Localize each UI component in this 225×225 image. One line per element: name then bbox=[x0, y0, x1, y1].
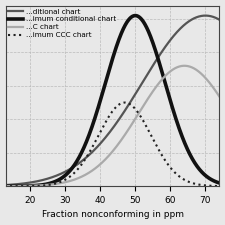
...imum conditional chart bbox=[175, 118, 178, 121]
...C chart bbox=[146, 99, 148, 102]
...C chart bbox=[8, 185, 11, 187]
...imum CCC chart bbox=[124, 101, 126, 104]
...ditional chart bbox=[175, 32, 177, 35]
...imum conditional chart bbox=[146, 27, 148, 30]
...imum CCC chart bbox=[133, 106, 135, 109]
Line: ...imum CCC chart: ...imum CCC chart bbox=[0, 103, 225, 186]
Line: ...ditional chart: ...ditional chart bbox=[0, 16, 225, 185]
...imum CCC chart bbox=[146, 127, 148, 129]
...imum CCC chart bbox=[199, 184, 202, 186]
...ditional chart bbox=[8, 183, 11, 186]
...ditional chart bbox=[138, 86, 141, 88]
Legend: ...ditional chart, ...imum conditional chart, ...C chart, ...imum CCC chart: ...ditional chart, ...imum conditional c… bbox=[8, 8, 117, 39]
...imum conditional chart bbox=[132, 15, 135, 17]
X-axis label: Fraction nonconforming in ppm: Fraction nonconforming in ppm bbox=[41, 210, 184, 219]
...imum conditional chart bbox=[199, 169, 202, 172]
...ditional chart bbox=[132, 96, 135, 98]
...imum CCC chart bbox=[175, 172, 178, 175]
...imum conditional chart bbox=[8, 185, 11, 187]
...C chart bbox=[183, 64, 186, 67]
Line: ...C chart: ...C chart bbox=[0, 66, 225, 186]
...ditional chart bbox=[199, 15, 202, 18]
...imum CCC chart bbox=[8, 185, 11, 187]
...imum CCC chart bbox=[139, 114, 142, 117]
...C chart bbox=[132, 120, 135, 123]
Line: ...imum conditional chart: ...imum conditional chart bbox=[0, 16, 225, 186]
...C chart bbox=[175, 66, 177, 69]
...ditional chart bbox=[204, 14, 207, 17]
...ditional chart bbox=[146, 74, 148, 76]
...imum conditional chart bbox=[134, 14, 137, 17]
...imum conditional chart bbox=[139, 16, 142, 19]
...C chart bbox=[199, 72, 202, 74]
...C chart bbox=[138, 110, 141, 113]
